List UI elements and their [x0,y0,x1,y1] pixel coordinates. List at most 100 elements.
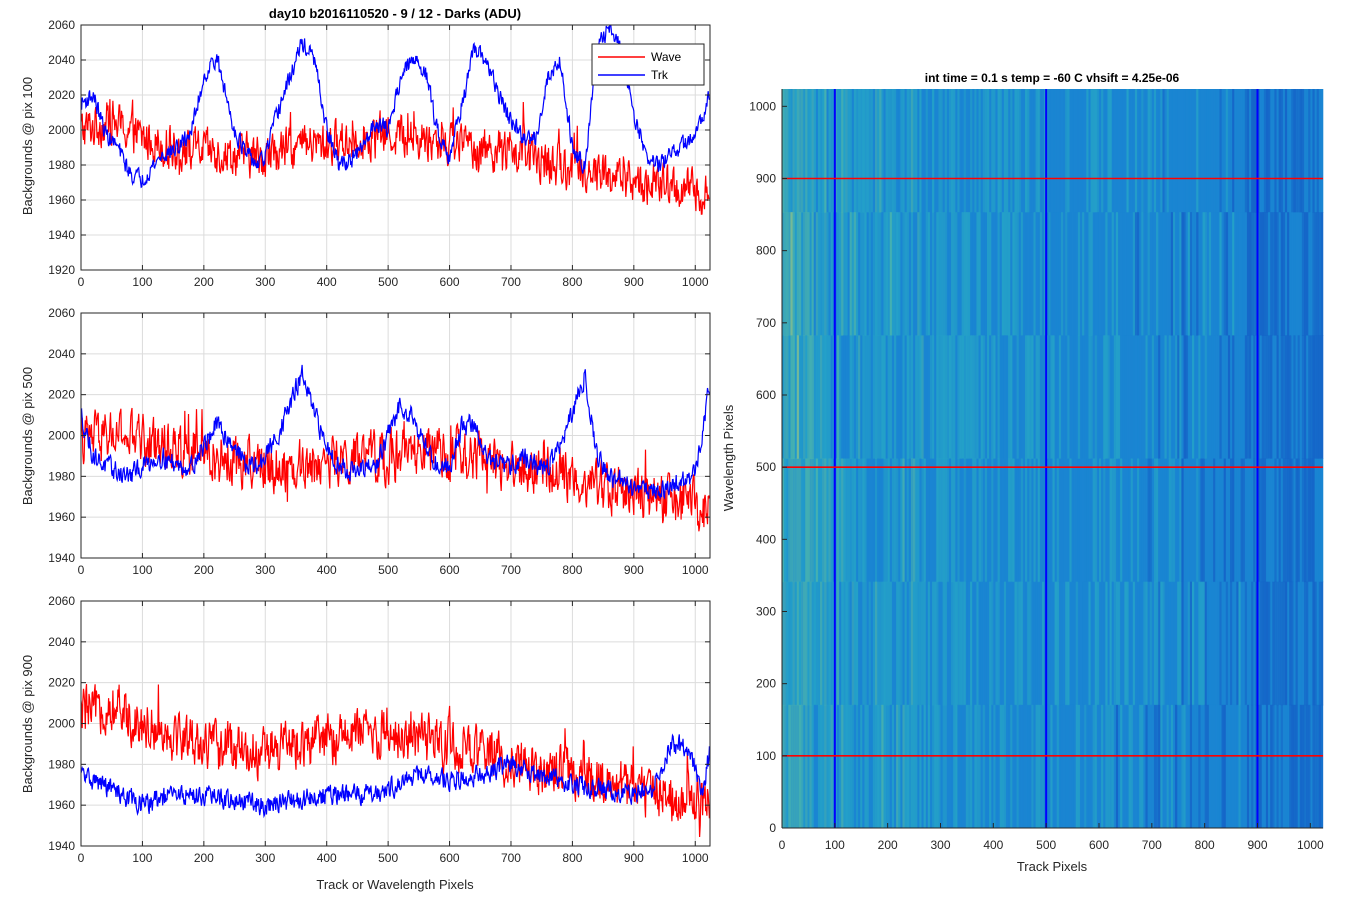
heatmap-cell [1162,89,1165,213]
heatmap-cell [885,581,888,706]
heatmap-cell [847,581,850,706]
heatmap-cell [980,704,984,829]
heatmap-cell [817,212,821,336]
heatmap-cell [1020,704,1024,829]
heatmap-cell [807,89,810,213]
heatmap-cell [1001,212,1005,336]
heatmap-cell [790,458,793,583]
x-tick-label: 400 [317,275,337,289]
heatmap-cell [1018,581,1022,706]
heatmap-cell [1219,581,1222,706]
heatmap-cell [1130,89,1134,213]
heatmap-cell [845,704,848,829]
heatmap-cell [1120,458,1123,583]
heatmap-cell [927,581,931,706]
heatmap-cell [919,458,922,583]
heatmap-cell [879,581,882,706]
bottom-xlabel: Track or Wavelength Pixels [316,877,474,892]
heatmap-cell [972,335,975,459]
heatmap-cell [1278,212,1282,336]
heatmap-cell [1128,458,1131,583]
heatmap-cell [1160,89,1163,213]
legend-label-wave: Wave [651,50,682,64]
heatmap-cell [1020,581,1024,706]
heatmap-cell [1185,89,1189,213]
heatmap-cell [1109,335,1112,459]
heatmap-cell [1251,704,1254,829]
axes-box [80,24,711,271]
heatmap-cell [919,335,922,459]
heatmap-cell [801,458,804,583]
heatmap-cell [1118,212,1121,336]
heatmap-cell [1170,212,1174,336]
y-tick-label: 1960 [48,798,75,812]
heatmap-cell [1025,704,1028,829]
heatmap-cell [894,581,897,706]
heatmap-cell [1249,335,1252,459]
heatmap-cell [809,704,812,829]
heatmap-cell [1320,458,1324,583]
heatmap-cell [862,581,865,706]
heatmap-cell [902,704,905,829]
heatmap-cell [1124,89,1127,213]
heatmap-cell [1227,704,1231,829]
heatmap-cell [965,212,969,336]
heatmap-cell [1073,89,1077,213]
heatmap-cell [997,458,1000,583]
heatmap-cell [1287,704,1290,829]
heatmap-cell [1202,581,1205,706]
heatmap-cell [817,704,821,829]
heatmap-cell [1211,89,1214,213]
heatmap-cell [944,212,948,336]
series-wave [81,683,710,838]
heatmap-cell [1077,704,1081,829]
heatmap-cell [908,704,912,829]
heatmap-cell [1299,458,1303,583]
heatmap-cell [858,581,861,706]
heatmap-cell [894,212,897,336]
heatmap-cell [896,581,899,706]
heatmap-cell [923,89,926,213]
heatmap-cell [796,89,800,213]
heatmap-cell [822,581,825,706]
heatmap-cell [1092,335,1096,459]
heatmap-cell [1041,335,1045,459]
heatmap-cell [858,458,861,583]
heatmap-cell [1113,458,1117,583]
heatmap-cell [1107,704,1110,829]
heatmap-cell [1236,704,1239,829]
heatmap-cell [1050,458,1053,583]
heatmap-cell [948,89,952,213]
heatmap-cell [1185,581,1189,706]
heatmap-cell [1054,335,1058,459]
heatmap-cell [1280,335,1284,459]
heatmap-cell [1306,335,1309,459]
heatmap-cell [1310,335,1313,459]
heatmap-cell [1054,581,1058,706]
heatmap-cell [1191,581,1195,706]
heatmap-cell [1181,89,1184,213]
series-wave [81,407,710,532]
heatmap-cell [807,704,810,829]
heatmap-cell [1105,458,1108,583]
heatmap-cell [798,704,802,829]
heatmap-cell [1122,335,1125,459]
heatmap-cell [1265,89,1269,213]
heatmap-cell [1060,458,1064,583]
heatmap-cell [792,581,795,706]
heatmap-cell [1213,212,1216,336]
heatmap-cell [1189,704,1193,829]
heatmap-cell [1259,89,1263,213]
heatmap-cell [1208,458,1212,583]
heatmap-cell [1301,458,1305,583]
heatmap-cell [1094,89,1098,213]
heatmap-cell [1145,335,1148,459]
heatmap-cell [1107,335,1110,459]
heatmap-cell [902,581,905,706]
heatmap-cell [1276,212,1279,336]
heatmap-cell [953,458,956,583]
heatmap-cell [877,89,880,213]
heatmap-cell [978,458,981,583]
heatmap-cell [1147,212,1151,336]
